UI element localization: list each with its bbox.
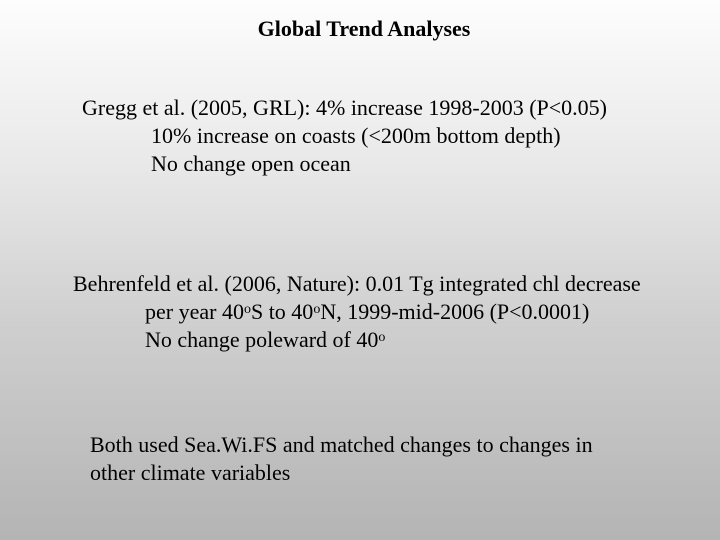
behrenfeld-line-3: No change poleward of 40o — [73, 326, 641, 354]
behrenfeld-line-2b: S to 40 — [250, 299, 314, 324]
gregg-line-3: No change open ocean — [151, 151, 351, 176]
degree-symbol: o — [243, 302, 251, 317]
degree-symbol: o — [378, 330, 386, 345]
conclusion-block: Both used Sea.Wi.FS and matched changes … — [90, 431, 593, 487]
degree-symbol: o — [313, 302, 321, 317]
behrenfeld-line-2c: N, 1999-mid-2006 (P<0.0001) — [320, 299, 590, 324]
slide-title: Global Trend Analyses — [257, 16, 471, 41]
conclusion-line-2: other climate variables — [90, 460, 291, 485]
gregg-line-1: Gregg et al. (2005, GRL): 4% increase 19… — [82, 95, 608, 120]
conclusion-line-1: Both used Sea.Wi.FS and matched changes … — [90, 432, 593, 457]
behrenfeld-line-3a: No change poleward of 40 — [145, 327, 379, 352]
gregg-line-2: 10% increase on coasts (<200m bottom dep… — [151, 123, 561, 148]
behrenfeld-line-2a: per year 40 — [145, 299, 244, 324]
behrenfeld-line-2: per year 40oS to 40oN, 1999-mid-2006 (P<… — [73, 298, 641, 326]
gregg-block: Gregg et al. (2005, GRL): 4% increase 19… — [82, 94, 607, 178]
behrenfeld-line-1: Behrenfeld et al. (2006, Nature): 0.01 T… — [73, 271, 641, 296]
behrenfeld-block: Behrenfeld et al. (2006, Nature): 0.01 T… — [73, 270, 641, 354]
